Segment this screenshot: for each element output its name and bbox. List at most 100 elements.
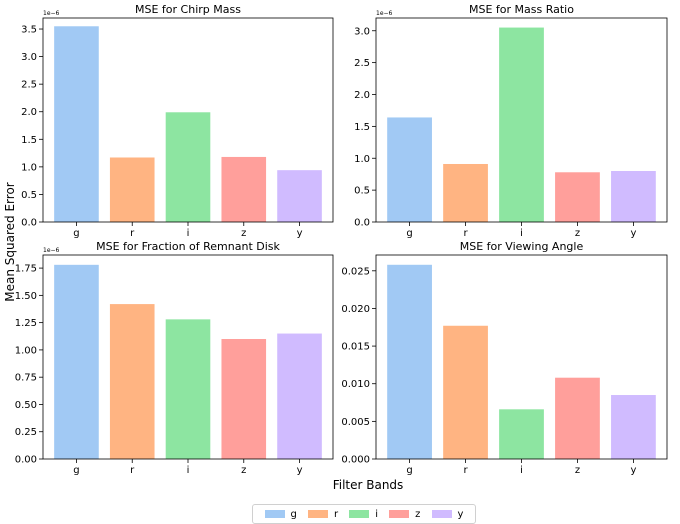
x-tick-label: g [73,465,79,476]
bar-g [387,264,432,459]
bar-y [277,333,322,459]
y-tick-label: 1.75 [15,264,37,275]
y-tick-label: 0.25 [15,427,37,438]
x-tick-label: z [241,228,246,239]
y-tick-label: 0.015 [341,342,370,353]
bar-i [165,319,211,459]
y-tick-label: 0.50 [15,400,37,411]
subplot-title: MSE for Viewing Angle [460,240,584,253]
axes-frame [375,254,668,460]
x-tick-label: i [520,228,523,239]
y-tick-label: 1.00 [15,345,37,356]
y-tick-label: 0.010 [341,379,370,390]
legend-label: r [334,508,339,520]
bar-y [277,170,322,222]
x-tick-label: y [630,465,636,476]
legend-item-y: y [431,508,464,520]
axes-frame [375,17,668,223]
y-tick-label: 2.5 [21,80,37,91]
subplot-2: g r i z y 0.0 0.5 1.0 1.5 2.0 2.5 3.0 MSE for Mass R… [354,3,668,239]
y-tick-label: 1.0 [21,162,37,173]
x-tick-label: z [575,228,580,239]
legend-label: z [415,508,421,520]
x-tick-label: g [406,228,412,239]
x-tick-label: r [463,465,468,476]
bar-g [54,264,99,459]
bar-z [555,377,600,459]
y-tick-label: 0.0 [354,218,370,229]
subplot-4: g r i z y 0.000 0.005 0.010 0.015 0.020 0.025 MSE f… [341,240,668,476]
bar-i [499,409,544,459]
y-tick-label: 0.0 [21,218,37,229]
x-tick-label: r [130,228,135,239]
y-tick-label: 0.025 [341,266,370,277]
x-tick-label: y [297,465,303,476]
legend-swatch [264,510,285,518]
x-axis-label: Filter Bands [333,478,404,492]
bar-g [54,26,99,223]
bar-z [221,339,267,459]
axes-frame [42,254,334,460]
scale-offset-label: 1e−6 [376,10,393,17]
x-tick-label: i [187,465,190,476]
x-tick-label: g [406,465,412,476]
x-tick-label: i [520,465,523,476]
y-tick-label: 1.50 [15,291,37,302]
bar-i [499,27,544,222]
x-tick-label: r [130,465,135,476]
y-tick-label: 1.5 [21,135,37,146]
legend-swatch [349,510,370,518]
scale-offset-label: 1e−6 [43,10,60,17]
y-tick-label: 0.000 [341,455,370,466]
bar-z [221,156,267,222]
y-tick-label: 3.5 [21,25,37,36]
bar-y [611,171,656,222]
legend-swatch [308,510,329,518]
y-axis-label: Mean Squared Error [3,182,17,302]
y-tick-label: 1.0 [354,154,370,165]
axes-frame [42,17,334,223]
legend-label: g [290,508,297,520]
subplot-3: g r i z y 0.00 0.25 0.50 0.75 1.00 1.25 1.50 1.75 MSE… [15,240,334,476]
y-tick-label: 0.5 [21,190,37,201]
y-tick-label: 0.005 [341,417,370,428]
x-tick-label: y [630,228,636,239]
bar-i [165,112,211,222]
y-tick-label: 0.5 [354,186,370,197]
y-tick-label: 3.0 [21,52,37,63]
legend-item-r: r [308,509,338,520]
bar-r [443,325,488,459]
bar-r [109,304,155,459]
legend-swatch [431,510,452,518]
legend-label: y [457,508,464,520]
y-tick-label: 2.0 [354,90,370,101]
subplot-title: MSE for Fraction of Remnant Disk [96,240,280,253]
y-tick-label: 0.00 [15,455,37,466]
legend-label: i [375,508,379,520]
legend-swatch [389,510,410,518]
x-tick-label: r [463,228,468,239]
x-tick-label: i [187,228,190,239]
y-tick-label: 2.0 [21,107,37,118]
y-tick-label: 1.25 [15,318,37,329]
y-tick-label: 3.0 [354,26,370,37]
legend-item-z: z [389,509,420,520]
bar-g [387,117,432,222]
subplot-1: g r i z y 0.0 0.5 1.0 1.5 2.0 2.5 3.0 3.5 MSE for Chi… [21,3,334,239]
y-tick-label: 0.75 [15,373,37,384]
legend-item-g: g [264,508,297,520]
bar-r [443,163,488,222]
x-tick-label: g [73,228,79,239]
x-tick-label: z [575,465,580,476]
subplot-title: MSE for Chirp Mass [135,3,241,16]
x-tick-label: z [241,465,246,476]
x-tick-label: y [297,228,303,239]
bar-z [555,172,600,222]
bar-y [611,395,656,459]
bar-r [109,157,155,222]
subplot-title: MSE for Mass Ratio [469,3,574,16]
y-tick-label: 0.020 [341,304,370,315]
scale-offset-label: 1e−6 [43,247,60,254]
